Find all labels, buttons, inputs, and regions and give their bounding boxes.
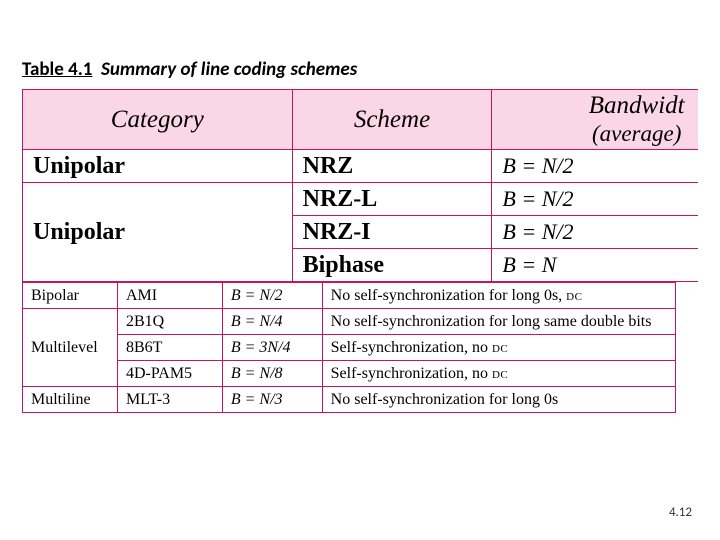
cell-bandwidth: B = N: [492, 249, 698, 282]
cell-bandwidth: B = N/2: [492, 183, 698, 216]
cell-bandwidth: B = 3N/4: [222, 335, 322, 361]
cell-scheme: AMI: [117, 283, 222, 309]
col-header-scheme: Scheme: [292, 90, 492, 150]
cell-category: Unipolar: [23, 150, 293, 183]
table-title: Summary of line coding schemes: [101, 58, 357, 81]
table-number: Table 4.1: [22, 58, 92, 81]
col-header-bandwidth: Bandwidt (average): [492, 90, 698, 150]
cell-category: Multiline: [23, 387, 118, 413]
cell-scheme: 8B6T: [117, 335, 222, 361]
cell-category: Unipolar: [23, 183, 293, 282]
table-row: Unipolar NRZ-L B = N/2: [23, 183, 699, 216]
table-row: 8B6T B = 3N/4 Self-synchronization, no d…: [23, 335, 676, 361]
cell-bandwidth: B = N/3: [222, 387, 322, 413]
cell-category: Bipolar: [23, 283, 118, 309]
cell-characteristics: Self-synchronization, no dc: [322, 335, 675, 361]
table-caption: Table 4.1 Summary of line coding schemes: [22, 58, 698, 81]
table-row: Bipolar AMI B = N/2 No self-synchronizat…: [23, 283, 676, 309]
cell-category: Multilevel: [23, 309, 118, 387]
cell-scheme: MLT-3: [117, 387, 222, 413]
upper-table: Category Scheme Bandwidt (average) Unipo…: [22, 89, 698, 282]
lower-table: Bipolar AMI B = N/2 No self-synchronizat…: [22, 282, 676, 413]
cell-bandwidth: B = N/2: [492, 150, 698, 183]
upper-table-container: Category Scheme Bandwidt (average) Unipo…: [22, 89, 698, 282]
table-row: Unipolar NRZ B = N/2: [23, 150, 699, 183]
cell-scheme: 2B1Q: [117, 309, 222, 335]
cell-scheme: NRZ: [292, 150, 492, 183]
cell-bandwidth: B = N/2: [492, 216, 698, 249]
col-header-category: Category: [23, 90, 293, 150]
cell-characteristics: No self-synchronization for long same do…: [322, 309, 675, 335]
cell-characteristics: No self-synchronization for long 0s, dc: [322, 283, 675, 309]
page-number: 4.12: [669, 505, 692, 520]
table-row: Multiline MLT-3 B = N/3 No self-synchron…: [23, 387, 676, 413]
table-row: 4D-PAM5 B = N/8 Self-synchronization, no…: [23, 361, 676, 387]
cell-scheme: NRZ-L: [292, 183, 492, 216]
cell-characteristics: Self-synchronization, no dc: [322, 361, 675, 387]
table-header-row: Category Scheme Bandwidt (average): [23, 90, 699, 150]
cell-scheme: Biphase: [292, 249, 492, 282]
cell-bandwidth: B = N/8: [222, 361, 322, 387]
cell-scheme: 4D-PAM5: [117, 361, 222, 387]
cell-scheme: NRZ-I: [292, 216, 492, 249]
table-row: Multilevel 2B1Q B = N/4 No self-synchron…: [23, 309, 676, 335]
cell-bandwidth: B = N/4: [222, 309, 322, 335]
cell-bandwidth: B = N/2: [222, 283, 322, 309]
cell-characteristics: No self-synchronization for long 0s: [322, 387, 675, 413]
